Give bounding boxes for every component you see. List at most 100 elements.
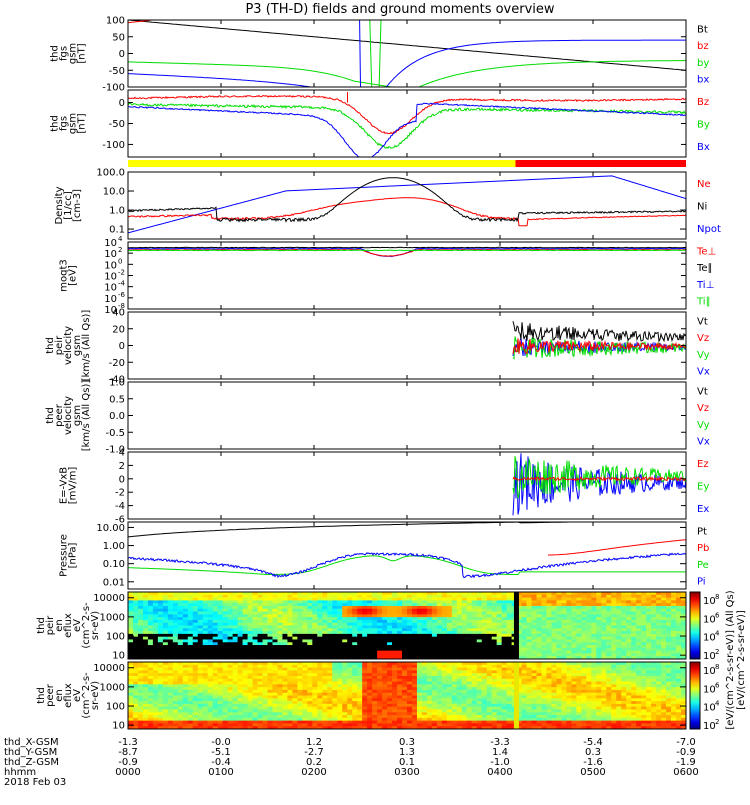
legend-entry: Vt bbox=[697, 316, 708, 327]
panel-peir-spectrogram: 10000 1000 100 10 thdpeirenefluxeV(cm^2-s-sr… bbox=[36, 592, 687, 662]
y-tick-label: 1000 bbox=[100, 612, 125, 623]
y-tick-label: -0.5 bbox=[105, 428, 125, 439]
series-Bx bbox=[128, 103, 686, 159]
legend-entry: Pe bbox=[697, 560, 709, 571]
legend-entry: bx bbox=[697, 75, 709, 86]
colorbar bbox=[690, 662, 700, 729]
legend-entry: Vx bbox=[697, 437, 710, 448]
y-tick-label: 100 bbox=[106, 702, 125, 713]
series-Tepar bbox=[128, 247, 686, 248]
legend-entry: Ex bbox=[697, 504, 709, 515]
colorbar-tick: 10 bbox=[703, 614, 716, 625]
legend-entry: Ti∥ bbox=[696, 297, 711, 308]
y-axis-label: thdpeerenefluxeV(cm^2-s-sr-eV) bbox=[36, 672, 101, 719]
panel-mode-bar bbox=[128, 160, 686, 167]
legend-entry: Vt bbox=[697, 386, 708, 397]
y-tick-label: 100.0 bbox=[96, 168, 125, 179]
orbit-value: 0300 bbox=[394, 767, 419, 778]
legend-entry: by bbox=[697, 58, 709, 69]
panels: 100500-50-100thdfgsgsm[nT]Btbzbybx0-50-1… bbox=[36, 16, 721, 732]
y-tick-exponent: 0 bbox=[118, 257, 122, 265]
y-tick-label: 10 bbox=[112, 721, 125, 732]
y-tick-label: 10 bbox=[104, 294, 117, 305]
y-tick-label: 10 bbox=[104, 260, 117, 271]
y-tick-label: 100 bbox=[106, 16, 125, 27]
orbit-value: 0100 bbox=[208, 767, 233, 778]
y-tick-exponent: 4 bbox=[118, 235, 123, 243]
orbit-value: 0400 bbox=[487, 767, 512, 778]
panel-peer-spectrogram: 10000100010010thdpeerenefluxeV(cm^2-s-sr… bbox=[36, 662, 687, 732]
y-axis-label: Density[1/cc][cm-3] bbox=[54, 186, 83, 224]
panel-density: 100.010.01.00.1Density[1/cc][cm-3]NeNiNp… bbox=[54, 168, 721, 240]
legend-entry: Ez bbox=[697, 459, 709, 470]
y-axis-label: E=-VxB[mV/m] bbox=[59, 467, 79, 505]
y-tick-label: 0 bbox=[119, 49, 125, 60]
y-tick-exponent: -6 bbox=[118, 291, 126, 299]
y-tick-label: 10.00 bbox=[96, 523, 125, 534]
y-axis-label: thdpeirenefluxeV(cm^2-s-sr-eV) bbox=[36, 602, 101, 649]
colorbar-tick: 10 bbox=[703, 633, 716, 644]
series-Pe bbox=[128, 556, 686, 575]
y-axis-label: moqt3[eV] bbox=[59, 259, 79, 292]
mode-segment bbox=[516, 160, 687, 167]
y-axis-label: thdfgsgsm[nT] bbox=[50, 43, 88, 64]
legend-entry: Pb bbox=[697, 543, 709, 554]
heatmap-cells bbox=[128, 662, 687, 730]
legend-entry: Ni bbox=[697, 202, 707, 213]
y-tick-exponent: -4 bbox=[118, 280, 126, 288]
legend-entry: Ne bbox=[697, 179, 711, 190]
legend-entry: Vy bbox=[697, 350, 710, 361]
y-tick-label: 0.5 bbox=[109, 394, 125, 405]
legend-entry: Te∥ bbox=[696, 263, 713, 274]
legend-entry: bz bbox=[697, 41, 709, 52]
legend-entry: Vx bbox=[697, 367, 710, 378]
y-tick-label: 0.1 bbox=[109, 225, 125, 236]
y-tick-label: 4 bbox=[119, 448, 125, 459]
orbit-value: 0600 bbox=[673, 767, 698, 778]
y-tick-label: 10 bbox=[104, 283, 117, 294]
legend-entry: Pt bbox=[697, 526, 707, 537]
y-tick-label: -50 bbox=[109, 66, 125, 77]
series-Bz bbox=[128, 96, 686, 134]
legend-entry: Vz bbox=[697, 403, 709, 414]
colorbar-label-2: [eV/(cm^2-s-sr-eV)] bbox=[736, 610, 747, 710]
y-axis-label: Pressure[nPa] bbox=[59, 534, 79, 577]
y-tick-label: 10 bbox=[104, 272, 117, 283]
legend-entry: Vz bbox=[697, 333, 709, 344]
series-Ni bbox=[128, 178, 686, 222]
y-tick-label: 10000 bbox=[93, 593, 125, 604]
colorbar-tick-exponent: 8 bbox=[715, 663, 719, 671]
y-axis-label: thdfgsgsm[nT] bbox=[50, 113, 88, 134]
figure-title: P3 (TH-D) fields and ground moments over… bbox=[245, 2, 554, 17]
legend-entry: Bx bbox=[697, 142, 710, 153]
colorbar-tick-exponent: 2 bbox=[715, 718, 719, 726]
series-by-spike bbox=[379, 20, 381, 87]
orbit-value: 0500 bbox=[580, 767, 605, 778]
legend-entry: Vy bbox=[697, 420, 710, 431]
date-label: 2018 Feb 03 bbox=[4, 777, 66, 788]
colorbar-tick: 10 bbox=[703, 596, 716, 607]
y-tick-label: -4 bbox=[115, 501, 125, 512]
legend-entry: By bbox=[697, 120, 710, 131]
y-tick-label: -50 bbox=[109, 119, 125, 130]
legend-entry: Npot bbox=[697, 224, 721, 235]
y-tick-label: 2 bbox=[119, 461, 125, 472]
colorbar-tick-exponent: 2 bbox=[715, 648, 719, 656]
y-tick-label: 0 bbox=[119, 474, 125, 485]
colorbar-tick-exponent: 6 bbox=[715, 611, 720, 619]
y-tick-label: 1.00 bbox=[103, 541, 125, 552]
y-tick-label: 10 bbox=[112, 651, 125, 662]
colorbar bbox=[690, 592, 700, 659]
y-tick-label: 10000 bbox=[93, 663, 125, 674]
series-Bt bbox=[128, 20, 686, 70]
y-tick-label: -2 bbox=[115, 488, 125, 499]
y-tick-label: 20 bbox=[112, 324, 125, 335]
legend-entry: Ey bbox=[697, 482, 709, 493]
y-tick-label: 100 bbox=[106, 632, 125, 643]
